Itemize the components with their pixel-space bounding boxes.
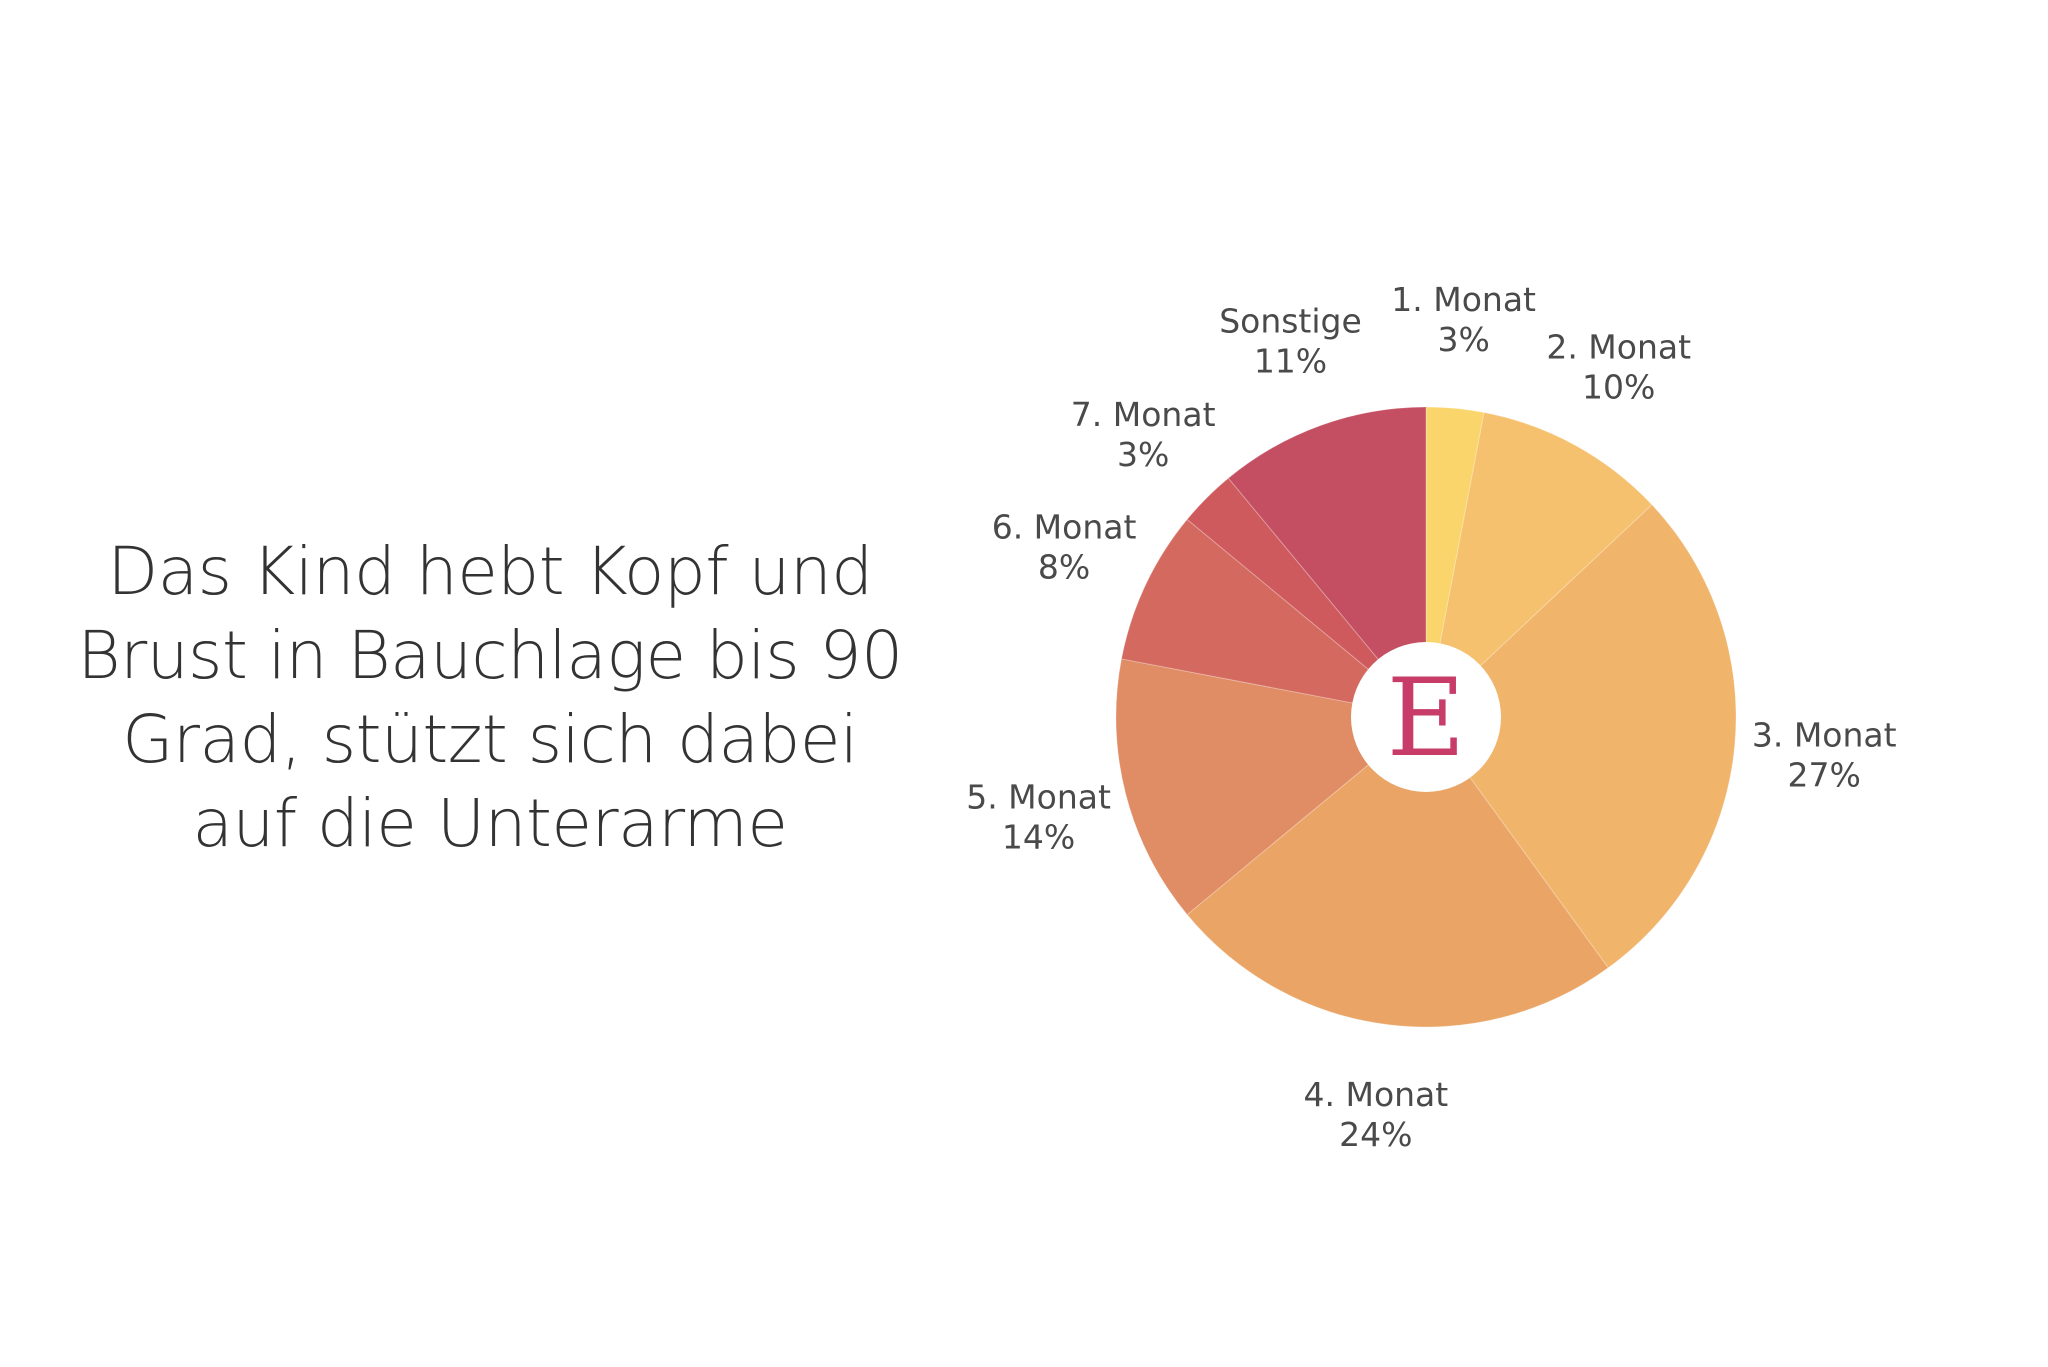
slice-category: 3. Monat	[1752, 716, 1897, 755]
slice-label-8: Sonstige 11%	[1219, 302, 1362, 381]
slice-category: 7. Monat	[1071, 395, 1216, 434]
slice-label-1: 1. Monat 3%	[1391, 280, 1536, 359]
slice-category: Sonstige	[1219, 302, 1362, 341]
center-logo: E	[1351, 642, 1501, 792]
slice-label-7: 7. Monat 3%	[1071, 395, 1216, 474]
slice-value: 27%	[1788, 756, 1861, 795]
slice-category: 2. Monat	[1546, 327, 1691, 366]
slice-label-5: 5. Monat 14%	[966, 777, 1111, 856]
slice-value: 10%	[1582, 367, 1655, 406]
slice-category: 6. Monat	[992, 508, 1137, 547]
slice-label-2: 2. Monat 10%	[1546, 327, 1691, 406]
slice-value: 24%	[1339, 1115, 1412, 1154]
slice-value: 11%	[1254, 342, 1327, 381]
slice-label-4: 4. Monat 24%	[1304, 1075, 1449, 1154]
slice-category: 1. Monat	[1391, 280, 1536, 319]
slice-label-3: 3. Monat 27%	[1752, 716, 1897, 795]
slice-value: 8%	[1038, 548, 1090, 587]
slice-category: 4. Monat	[1304, 1075, 1449, 1114]
slice-value: 3%	[1117, 435, 1169, 474]
slice-value: 14%	[1002, 817, 1075, 856]
slice-category: 5. Monat	[966, 777, 1111, 816]
logo-letter-icon: E	[1387, 656, 1466, 781]
slice-value: 3%	[1437, 320, 1489, 359]
slice-label-6: 6. Monat 8%	[992, 508, 1137, 587]
